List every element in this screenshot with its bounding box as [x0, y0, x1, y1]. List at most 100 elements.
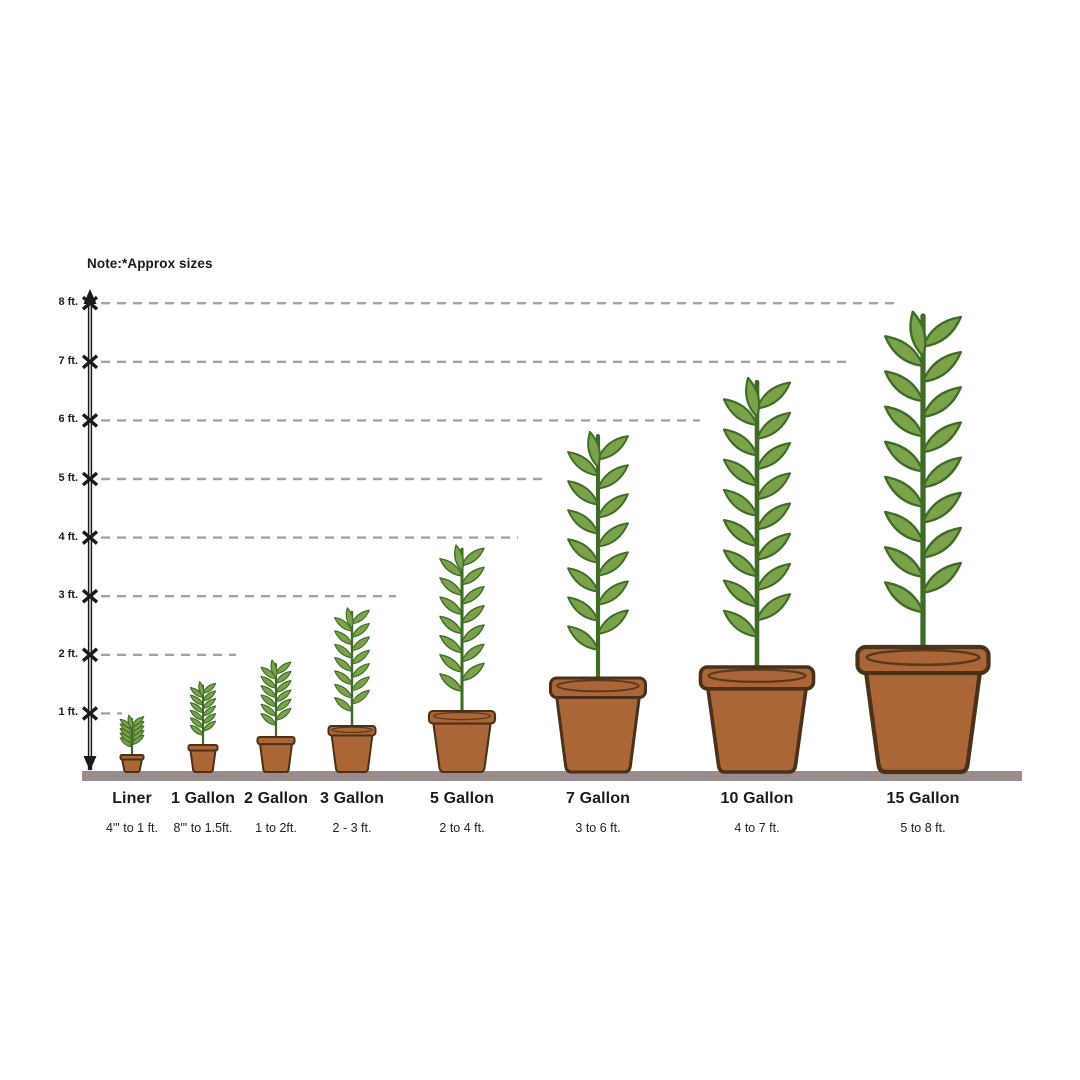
- plant-item-15-gallon: [855, 310, 991, 775]
- leaf: [461, 643, 485, 663]
- pot-body: [120, 757, 144, 773]
- leaf: [722, 488, 759, 517]
- leaf: [461, 662, 485, 682]
- leaf: [119, 727, 133, 739]
- pot-5-gallon: [427, 709, 497, 774]
- tick-label-8ft: 8 ft.: [58, 296, 78, 309]
- leaf: [351, 689, 370, 705]
- leaf: [883, 440, 925, 473]
- category-label-15-gallon: 15 Gallon: [886, 790, 960, 807]
- leaf: [597, 522, 629, 548]
- leaf: [909, 310, 927, 358]
- leaf: [260, 694, 277, 708]
- leaf: [567, 538, 599, 564]
- pot-opening: [865, 648, 981, 666]
- category-label-liner: Liner: [112, 790, 152, 807]
- tick-label-4ft: 4 ft.: [58, 530, 78, 543]
- leaf: [202, 697, 217, 709]
- leaf: [334, 630, 353, 646]
- plant-item-2-gallon: [256, 659, 296, 773]
- pot-opening: [707, 668, 807, 683]
- size-range-label-10-gallon: 4 to 7 ft.: [734, 821, 780, 835]
- leaf: [883, 475, 925, 508]
- leaf: [755, 532, 792, 561]
- leaf: [351, 636, 370, 652]
- leaf: [597, 551, 629, 577]
- category-label-7-gallon: 7 Gallon: [566, 790, 630, 807]
- leaf: [567, 596, 599, 622]
- size-range-label-15-gallon: 5 to 8 ft.: [900, 821, 946, 835]
- leaf: [439, 558, 463, 577]
- leaf: [351, 649, 370, 665]
- leaf: [722, 609, 759, 638]
- leaf: [883, 510, 925, 543]
- tick-x-stroke: [81, 471, 99, 487]
- leaf: [275, 680, 292, 693]
- approx-sizes-note: Note:*Approx sizes: [87, 256, 213, 271]
- leaf: [755, 472, 792, 501]
- pot-rim: [548, 676, 648, 700]
- category-label-1-gallon: 1 Gallon: [171, 790, 235, 807]
- pot-body: [432, 721, 492, 774]
- leaf: [202, 705, 217, 717]
- leaf: [883, 546, 925, 579]
- leaf: [189, 724, 204, 736]
- leaf: [921, 421, 963, 454]
- leaf: [119, 737, 133, 748]
- pot-body: [258, 742, 294, 773]
- tick-x-stroke: [81, 354, 99, 370]
- leaf: [198, 681, 205, 698]
- leaf: [597, 493, 629, 519]
- ground-bar: [82, 771, 1022, 781]
- leaf: [567, 625, 599, 651]
- leaf: [334, 683, 353, 699]
- tick-marker-3ft: [81, 588, 99, 604]
- pot-1-gallon: [187, 744, 219, 773]
- tick-label-3ft: 3 ft.: [58, 589, 78, 602]
- tick-x-stroke: [81, 647, 99, 663]
- leaf: [755, 562, 792, 591]
- leaf: [189, 702, 204, 714]
- height-axis: [81, 289, 99, 771]
- leaf: [755, 593, 792, 622]
- tick-x-stroke: [81, 413, 99, 428]
- leaf: [131, 716, 145, 727]
- pot-rim: [119, 754, 145, 761]
- leaf: [260, 685, 277, 698]
- tick-x-stroke: [81, 530, 99, 545]
- leaf: [189, 717, 204, 729]
- leaf: [587, 430, 601, 469]
- leaf: [921, 526, 963, 559]
- plant-item-liner: [119, 714, 145, 773]
- size-range-label-3-gallon: 2 - 3 ft.: [332, 821, 372, 835]
- leaf: [454, 544, 465, 572]
- leaf: [439, 673, 463, 692]
- leaf: [439, 615, 463, 635]
- leaf: [722, 579, 759, 608]
- leaf: [131, 720, 145, 732]
- leaf: [745, 376, 761, 418]
- pot-body: [330, 733, 374, 773]
- tick-marker-7ft: [81, 354, 99, 370]
- leaf: [461, 605, 485, 624]
- pot-2-gallon: [256, 736, 296, 773]
- leaf: [461, 547, 485, 567]
- leaf: [351, 623, 370, 638]
- leaf: [461, 624, 485, 643]
- leaf: [921, 456, 963, 489]
- tick-label-1ft: 1 ft.: [58, 706, 78, 719]
- leaf: [722, 458, 759, 487]
- tick-marker-8ft: [81, 295, 99, 311]
- category-label-2-gallon: 2 Gallon: [244, 790, 308, 807]
- leaf: [131, 725, 145, 736]
- leaf: [883, 405, 925, 438]
- tick-marker-1ft: [81, 706, 99, 721]
- leaf: [189, 694, 204, 706]
- leaf: [275, 661, 292, 675]
- leaf: [131, 729, 145, 741]
- axis-arrow-down: [83, 756, 97, 771]
- category-label-5-gallon: 5 Gallon: [430, 790, 494, 807]
- leaf: [202, 690, 217, 702]
